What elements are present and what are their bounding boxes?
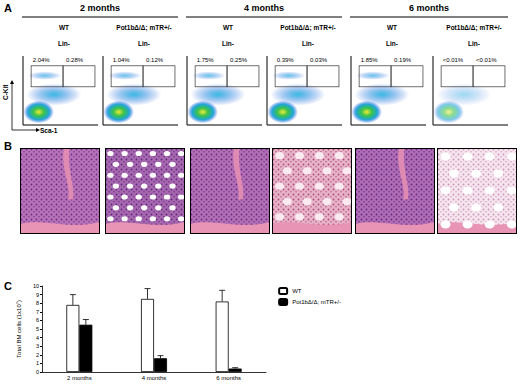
html-text:Lin-: Lin-: [222, 40, 234, 47]
svg-text:0: 0: [36, 369, 39, 375]
svg-text:10: 10: [33, 283, 39, 289]
html-text:Sca-1: Sca-1: [40, 127, 58, 134]
svg-text:3: 3: [36, 343, 39, 349]
html-text:0.03%: 0.03%: [310, 57, 328, 63]
html-text:WT: WT: [222, 24, 234, 31]
svg-text:Total BM cells (1x10⁷): Total BM cells (1x10⁷): [16, 300, 22, 358]
svg-text:6 months: 6 months: [216, 375, 241, 381]
html-text:0.12%: 0.12%: [146, 57, 164, 63]
html-text:WT: WT: [386, 24, 398, 31]
html-text:B: B: [4, 140, 12, 152]
html-text:6 months: 6 months: [409, 3, 449, 13]
html-text:<0.01%: <0.01%: [442, 57, 464, 63]
html-text:C: C: [4, 280, 12, 292]
html-text:0.39%: 0.39%: [276, 57, 294, 63]
svg-text:8: 8: [36, 300, 39, 306]
svg-text:5: 5: [36, 326, 39, 332]
html-text:Lin-: Lin-: [302, 40, 314, 47]
html-text:1.85%: 1.85%: [360, 57, 378, 63]
html-text:Lin-: Lin-: [386, 40, 398, 47]
html-text:A: A: [4, 2, 12, 14]
html-text:2.04%: 2.04%: [32, 57, 50, 63]
html-text:Lin-: Lin-: [58, 40, 70, 47]
svg-text:6: 6: [36, 317, 39, 323]
html-text:2 months: 2 months: [80, 3, 120, 13]
html-text:0.28%: 0.28%: [66, 57, 84, 63]
svg-text:7: 7: [36, 309, 39, 315]
html-text:4 months: 4 months: [244, 3, 284, 13]
svg-text:2: 2: [36, 352, 39, 358]
html-text:Pot1bΔ/Δ; mTR+/-: Pot1bΔ/Δ; mTR+/-: [280, 24, 336, 31]
html-text:Pot1bΔ/Δ; mTR+/-: Pot1bΔ/Δ; mTR+/-: [116, 24, 172, 31]
html-text:Pot1bΔ/Δ; mTR+/-: Pot1bΔ/Δ; mTR+/-: [446, 24, 502, 31]
html-text:1.75%: 1.75%: [196, 57, 214, 63]
svg-text:9: 9: [36, 292, 39, 298]
svg-text:1: 1: [36, 360, 39, 366]
html-text:Lin-: Lin-: [138, 40, 150, 47]
html-text:<0.01%: <0.01%: [476, 57, 497, 63]
svg-text:2 months: 2 months: [67, 375, 92, 381]
svg-text:4 months: 4 months: [142, 375, 167, 381]
html-text:WT: WT: [58, 24, 70, 31]
svg-text:4: 4: [36, 335, 39, 341]
html-text:C-Kit: C-Kit: [2, 84, 9, 100]
html-text:0.19%: 0.19%: [394, 57, 412, 63]
svg-text:Pot1bΔ/Δ; mTR+/-: Pot1bΔ/Δ; mTR+/-: [292, 299, 341, 305]
html-text:0.25%: 0.25%: [230, 57, 248, 63]
html-text:Lin-: Lin-: [468, 40, 480, 47]
html-text:1.04%: 1.04%: [112, 57, 130, 63]
svg-text:WT: WT: [292, 288, 302, 294]
